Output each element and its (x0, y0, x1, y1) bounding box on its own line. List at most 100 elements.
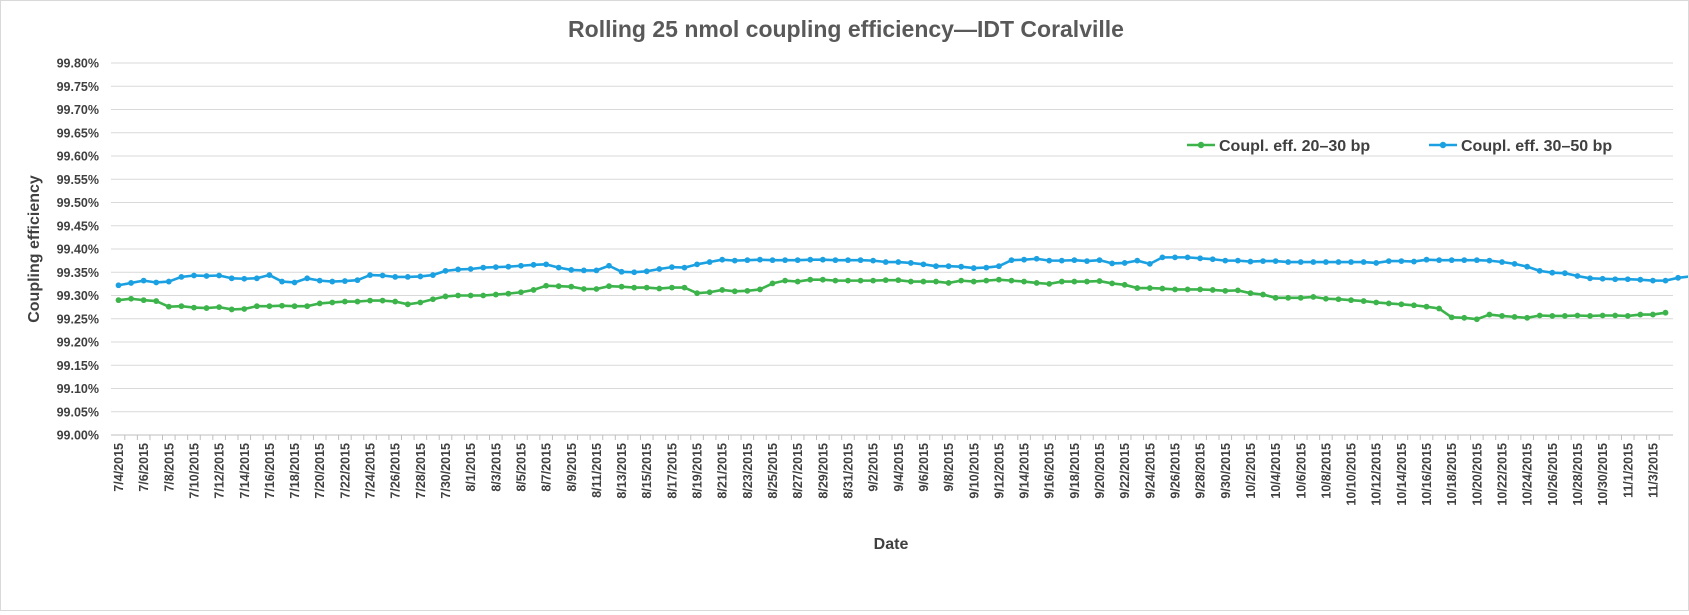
data-point (417, 300, 423, 306)
x-tick-label: 10/10/2015 (1345, 443, 1359, 506)
data-point (1147, 261, 1153, 267)
data-point (128, 280, 134, 286)
data-point (1424, 257, 1430, 263)
data-point (1260, 258, 1266, 264)
data-point (744, 257, 750, 263)
data-point (1109, 261, 1115, 267)
x-tick-label: 10/22/2015 (1495, 443, 1509, 506)
data-point (669, 285, 675, 291)
x-tick-label: 7/30/2015 (439, 443, 453, 499)
data-point (983, 278, 989, 284)
data-point (1097, 257, 1103, 263)
data-point (1009, 257, 1015, 263)
x-axis-title: Date (874, 536, 909, 553)
data-point (392, 274, 398, 280)
x-tick-label: 10/26/2015 (1546, 443, 1560, 506)
data-point (581, 286, 587, 292)
data-point (1436, 257, 1442, 263)
data-point (1562, 313, 1568, 319)
data-point (1185, 254, 1191, 260)
data-point (1222, 288, 1228, 294)
data-point (1185, 287, 1191, 293)
y-tick-label: 99.80% (57, 57, 99, 71)
data-point (1285, 259, 1291, 265)
data-point (355, 277, 361, 283)
data-point (480, 293, 486, 299)
data-point (430, 272, 436, 278)
data-point (329, 300, 335, 306)
data-point (1260, 292, 1266, 298)
x-tick-label: 8/27/2015 (791, 443, 805, 499)
data-point (531, 262, 537, 268)
data-point (820, 277, 826, 283)
data-point (254, 275, 260, 281)
data-point (1172, 254, 1178, 260)
x-tick-label: 8/3/2015 (489, 443, 503, 492)
data-point (1285, 295, 1291, 301)
data-point (669, 264, 675, 270)
data-point (1298, 295, 1304, 301)
data-point (1273, 295, 1279, 301)
data-point (946, 263, 952, 269)
data-point (732, 288, 738, 294)
y-tick-label: 99.35% (57, 266, 99, 280)
data-point (883, 277, 889, 283)
data-point (568, 284, 574, 290)
data-point (1134, 258, 1140, 264)
data-point (1537, 268, 1543, 274)
data-point (1160, 254, 1166, 260)
x-tick-label: 10/24/2015 (1521, 443, 1535, 506)
data-point (455, 293, 461, 299)
data-point (707, 259, 713, 265)
data-point (1650, 312, 1656, 318)
y-tick-label: 99.05% (57, 405, 99, 419)
data-point (1235, 287, 1241, 293)
data-point (267, 272, 273, 278)
y-tick-label: 99.00% (57, 429, 99, 443)
data-point (908, 279, 914, 285)
data-point (392, 299, 398, 305)
x-tick-label: 8/21/2015 (716, 443, 730, 499)
data-point (1487, 258, 1493, 264)
data-point (1512, 261, 1518, 267)
data-point (1009, 278, 1015, 284)
data-point (1298, 259, 1304, 265)
data-point (1675, 275, 1681, 281)
data-point (594, 286, 600, 292)
data-point (1562, 270, 1568, 276)
data-point (833, 257, 839, 263)
data-point (443, 294, 449, 300)
data-point (1172, 287, 1178, 293)
y-tick-label: 99.10% (57, 382, 99, 396)
data-point (1071, 257, 1077, 263)
data-point (1650, 278, 1656, 284)
data-point (405, 301, 411, 307)
data-point (493, 292, 499, 298)
data-point (1097, 278, 1103, 284)
x-tick-label: 8/17/2015 (665, 443, 679, 499)
data-point (166, 279, 172, 285)
y-tick-label: 99.70% (57, 103, 99, 117)
data-point (279, 279, 285, 285)
x-tick-label: 9/10/2015 (967, 443, 981, 499)
data-point (216, 304, 222, 310)
x-tick-label: 10/8/2015 (1319, 443, 1333, 499)
x-tick-label: 7/28/2015 (414, 443, 428, 499)
y-tick-label: 99.45% (57, 219, 99, 233)
x-tick-label: 7/20/2015 (313, 443, 327, 499)
data-point (1197, 255, 1203, 261)
data-point (631, 285, 637, 291)
data-point (921, 279, 927, 285)
y-tick-label: 99.55% (57, 173, 99, 187)
x-tick-label: 8/29/2015 (816, 443, 830, 499)
data-point (342, 278, 348, 284)
data-point (1021, 257, 1027, 263)
x-tick-label: 7/24/2015 (364, 443, 378, 499)
data-point (153, 280, 159, 286)
data-point (795, 279, 801, 285)
x-tick-label: 9/28/2015 (1194, 443, 1208, 499)
data-point (1600, 313, 1606, 319)
data-point (1386, 301, 1392, 307)
data-point (279, 303, 285, 309)
x-tick-label: 9/2/2015 (867, 443, 881, 492)
